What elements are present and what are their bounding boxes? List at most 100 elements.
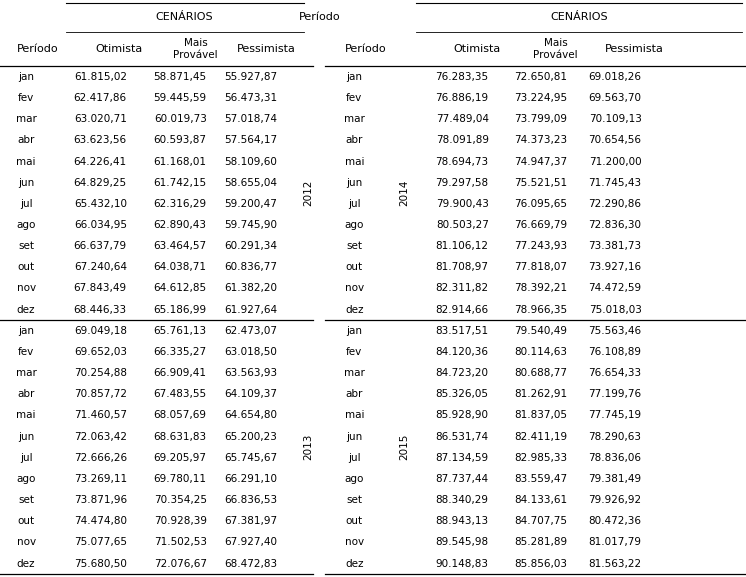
Text: mar: mar [344, 368, 365, 378]
Text: 64.109,37: 64.109,37 [225, 389, 278, 399]
Text: 79.297,58: 79.297,58 [436, 178, 489, 188]
Text: 2014: 2014 [399, 180, 410, 207]
Text: 75.018,03: 75.018,03 [589, 305, 642, 314]
Text: 67.483,55: 67.483,55 [154, 389, 207, 399]
Text: 82.985,33: 82.985,33 [514, 453, 567, 463]
Text: 67.927,40: 67.927,40 [225, 537, 278, 548]
Text: 80.503,27: 80.503,27 [436, 220, 489, 230]
Text: 69.780,11: 69.780,11 [154, 474, 207, 484]
Text: 74.472,59: 74.472,59 [589, 283, 642, 294]
Text: 58.655,04: 58.655,04 [225, 178, 278, 188]
Text: 76.654,33: 76.654,33 [589, 368, 642, 378]
Text: out: out [346, 263, 363, 272]
Text: 68.446,33: 68.446,33 [74, 305, 127, 314]
Text: 62.473,07: 62.473,07 [225, 326, 278, 336]
Text: 75.680,50: 75.680,50 [74, 559, 127, 568]
Text: set: set [346, 495, 363, 505]
Text: 78.091,89: 78.091,89 [436, 136, 489, 145]
Text: 70.109,13: 70.109,13 [589, 114, 642, 124]
Text: ago: ago [16, 474, 36, 484]
Text: 80.114,63: 80.114,63 [514, 347, 567, 357]
Text: mar: mar [16, 114, 37, 124]
Text: 58.871,45: 58.871,45 [154, 72, 207, 82]
Text: 69.049,18: 69.049,18 [74, 326, 127, 336]
Text: 62.890,43: 62.890,43 [154, 220, 207, 230]
Text: 63.018,50: 63.018,50 [225, 347, 278, 357]
Text: 74.947,37: 74.947,37 [514, 156, 567, 167]
Text: 69.018,26: 69.018,26 [589, 72, 642, 82]
Text: fev: fev [346, 347, 363, 357]
Text: 61.815,02: 61.815,02 [74, 72, 127, 82]
Text: 57.564,17: 57.564,17 [225, 136, 278, 145]
Text: 82.311,82: 82.311,82 [436, 283, 489, 294]
Text: jul: jul [20, 199, 32, 209]
Text: 90.148,83: 90.148,83 [436, 559, 489, 568]
Text: 84.707,75: 84.707,75 [514, 516, 567, 526]
Text: dez: dez [345, 559, 363, 568]
Text: set: set [18, 495, 34, 505]
Text: 76.669,79: 76.669,79 [514, 220, 567, 230]
Text: 87.737,44: 87.737,44 [436, 474, 489, 484]
Text: 64.612,85: 64.612,85 [154, 283, 207, 294]
Text: 69.205,97: 69.205,97 [154, 453, 207, 463]
Text: abr: abr [17, 389, 35, 399]
Text: CENÁRIOS: CENÁRIOS [156, 12, 213, 23]
Text: 67.240,64: 67.240,64 [74, 263, 127, 272]
Text: 75.521,51: 75.521,51 [514, 178, 567, 188]
Text: jan: jan [18, 72, 34, 82]
Text: 70.354,25: 70.354,25 [154, 495, 207, 505]
Text: 64.654,80: 64.654,80 [225, 410, 278, 421]
Text: 79.926,92: 79.926,92 [589, 495, 642, 505]
Text: mai: mai [16, 410, 36, 421]
Text: fev: fev [18, 347, 34, 357]
Text: dez: dez [17, 559, 35, 568]
Text: jul: jul [348, 199, 360, 209]
Text: 75.077,65: 75.077,65 [74, 537, 127, 548]
Text: Mais
Provável: Mais Provável [533, 38, 578, 60]
Text: 85.326,05: 85.326,05 [436, 389, 489, 399]
Text: 73.799,09: 73.799,09 [514, 114, 567, 124]
Text: nov: nov [16, 537, 36, 548]
Text: 72.076,67: 72.076,67 [154, 559, 207, 568]
Text: jul: jul [348, 453, 360, 463]
Text: 71.502,53: 71.502,53 [154, 537, 207, 548]
Text: Pessimista: Pessimista [237, 44, 295, 54]
Text: mai: mai [345, 156, 364, 167]
Text: 72.290,86: 72.290,86 [589, 199, 642, 209]
Text: 66.637,79: 66.637,79 [74, 241, 127, 251]
Text: 59.200,47: 59.200,47 [225, 199, 278, 209]
Text: 73.224,95: 73.224,95 [514, 93, 567, 103]
Text: 70.654,56: 70.654,56 [589, 136, 642, 145]
Text: 80.472,36: 80.472,36 [589, 516, 642, 526]
Text: 66.909,41: 66.909,41 [154, 368, 207, 378]
Text: 81.262,91: 81.262,91 [514, 389, 567, 399]
Text: 81.017,79: 81.017,79 [589, 537, 642, 548]
Text: 68.631,83: 68.631,83 [154, 432, 207, 441]
Text: 83.517,51: 83.517,51 [436, 326, 489, 336]
Text: 73.871,96: 73.871,96 [74, 495, 127, 505]
Text: 86.531,74: 86.531,74 [436, 432, 489, 441]
Text: 73.269,11: 73.269,11 [74, 474, 127, 484]
Text: 67.381,97: 67.381,97 [225, 516, 278, 526]
Text: 2013: 2013 [303, 434, 313, 460]
Text: 63.464,57: 63.464,57 [154, 241, 207, 251]
Text: 87.134,59: 87.134,59 [436, 453, 489, 463]
Text: abr: abr [17, 136, 35, 145]
Text: 59.445,59: 59.445,59 [154, 93, 207, 103]
Text: Otimista: Otimista [95, 44, 143, 54]
Text: 84.120,36: 84.120,36 [436, 347, 489, 357]
Text: 74.373,23: 74.373,23 [514, 136, 567, 145]
Text: 72.836,30: 72.836,30 [589, 220, 642, 230]
Text: fev: fev [18, 93, 34, 103]
Text: 85.281,89: 85.281,89 [514, 537, 567, 548]
Text: 56.473,31: 56.473,31 [225, 93, 278, 103]
Text: 66.291,10: 66.291,10 [225, 474, 278, 484]
Text: set: set [18, 241, 34, 251]
Text: 63.020,71: 63.020,71 [74, 114, 127, 124]
Text: 72.666,26: 72.666,26 [74, 453, 127, 463]
Text: jun: jun [18, 178, 34, 188]
Text: 57.018,74: 57.018,74 [225, 114, 278, 124]
Text: Otimista: Otimista [454, 44, 501, 54]
Text: 69.563,70: 69.563,70 [589, 93, 642, 103]
Text: nov: nov [345, 537, 364, 548]
